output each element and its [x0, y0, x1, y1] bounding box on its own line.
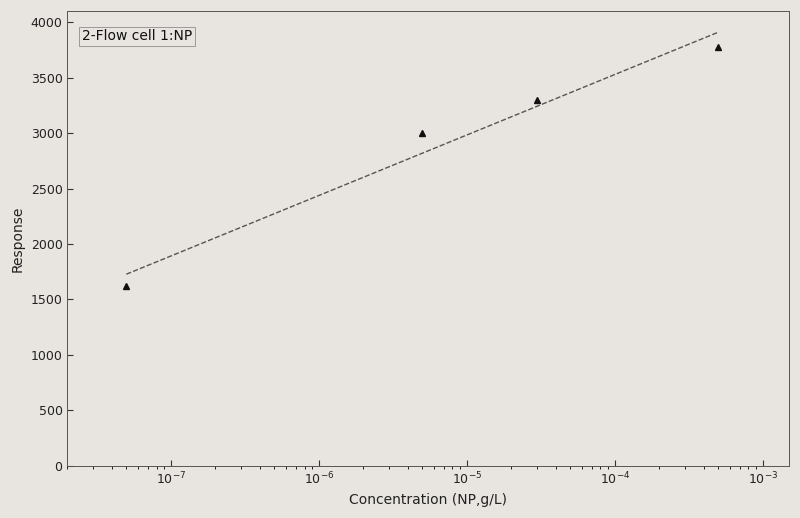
X-axis label: Concentration (NP,g/L): Concentration (NP,g/L) — [349, 493, 507, 507]
Y-axis label: Response: Response — [11, 205, 25, 271]
Text: 2-Flow cell 1:NP: 2-Flow cell 1:NP — [82, 30, 192, 44]
